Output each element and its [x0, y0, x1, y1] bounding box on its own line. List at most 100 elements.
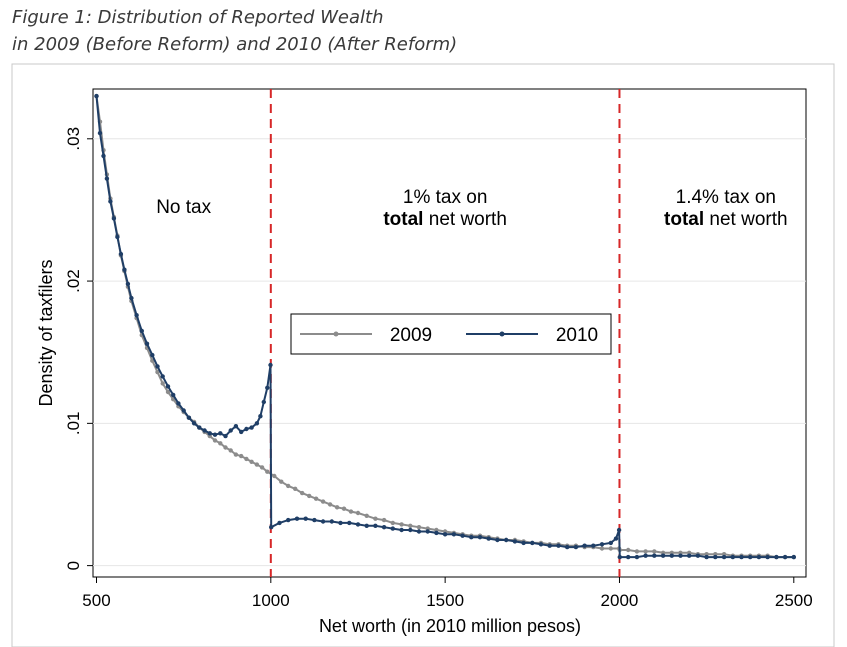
data-point: [212, 438, 218, 443]
data-point: [791, 554, 796, 560]
data-point: [300, 490, 305, 496]
data-point: [442, 532, 448, 537]
data-point: [249, 459, 254, 464]
annotation-text: total: [383, 209, 423, 230]
data-point: [643, 553, 648, 558]
data-point: [155, 369, 160, 375]
y-axis-label: Density of taxfilers: [36, 259, 56, 406]
data-point: [608, 540, 613, 546]
data-point: [634, 549, 640, 554]
legend-swatch-marker: [333, 331, 339, 337]
data-point: [538, 542, 544, 547]
data-point: [118, 251, 124, 257]
data-point: [212, 432, 218, 437]
data-point: [591, 543, 596, 548]
data-point: [101, 153, 106, 159]
data-point: [739, 554, 744, 560]
data-point: [521, 540, 526, 546]
data-point: [338, 520, 343, 526]
data-point: [313, 496, 319, 501]
data-point: [111, 216, 117, 221]
data-point: [94, 93, 99, 99]
data-point: [373, 523, 378, 528]
data-point: [678, 553, 683, 558]
data-point: [556, 543, 561, 548]
data-point: [293, 486, 298, 491]
data-point: [125, 281, 131, 287]
data-point: [669, 553, 674, 558]
data-point: [634, 554, 640, 560]
annotation-line: total net worth: [383, 209, 507, 230]
annotation-line: 1.4% tax on: [676, 187, 776, 208]
data-point: [748, 554, 753, 560]
data-point: [261, 399, 266, 405]
data-point: [265, 385, 270, 390]
data-point: [228, 428, 233, 433]
data-point: [660, 553, 666, 558]
figure-title: Figure 1: Distribution of Reported Wealt…: [12, 4, 457, 58]
data-point: [477, 535, 483, 540]
data-point: [279, 479, 284, 484]
data-point: [207, 431, 212, 436]
data-point: [364, 513, 369, 518]
data-point: [495, 537, 500, 543]
data-point: [218, 431, 223, 436]
data-point: [416, 529, 422, 534]
y-tick-label: 0: [64, 561, 83, 570]
data-point: [320, 519, 326, 524]
data-point: [181, 408, 186, 413]
data-point: [191, 421, 197, 426]
data-point: [348, 509, 354, 514]
data-point: [730, 554, 735, 560]
data-point: [294, 516, 300, 521]
data-point: [756, 554, 762, 560]
data-point: [695, 553, 701, 558]
data-point: [197, 425, 202, 430]
data-point: [434, 530, 439, 536]
data-point: [244, 456, 249, 462]
data-point: [327, 502, 333, 507]
figure-title-line-2: in 2009 (Before Reform) and 2010 (After …: [12, 34, 458, 55]
data-point: [223, 433, 228, 439]
data-point: [765, 554, 770, 560]
data-point: [355, 510, 361, 516]
x-tick-label: 1000: [252, 591, 290, 610]
x-tick-label: 2000: [601, 591, 639, 610]
data-point: [171, 392, 176, 398]
data-point: [258, 414, 263, 419]
data-point: [312, 517, 317, 523]
data-point: [504, 537, 509, 543]
data-point: [233, 424, 239, 429]
data-point: [233, 452, 239, 457]
data-point: [782, 554, 788, 560]
data-point: [390, 520, 395, 526]
data-point: [547, 543, 552, 548]
data-point: [530, 540, 535, 546]
annotation-line: total net worth: [664, 209, 788, 230]
data-point: [239, 429, 244, 435]
data-point: [626, 547, 631, 553]
data-point: [303, 516, 308, 521]
y-tick-label: .02: [64, 269, 83, 293]
x-axis-label: Net worth (in 2010 million pesos): [319, 616, 581, 636]
annotation-line: 1% tax on: [403, 187, 488, 208]
data-point: [265, 469, 270, 474]
data-point: [202, 428, 207, 433]
data-point: [460, 533, 465, 538]
data-point: [176, 401, 181, 406]
annotation-text: net worth: [704, 209, 787, 230]
data-point: [223, 445, 228, 450]
data-point: [599, 542, 605, 547]
data-point: [239, 453, 244, 459]
legend-entry-2009: 2009: [300, 325, 432, 346]
data-point: [616, 527, 622, 533]
data-point: [626, 554, 631, 560]
annotation-text: No tax: [156, 197, 211, 218]
annotation-text: 1.4% tax on: [676, 187, 776, 208]
data-point: [687, 553, 692, 558]
data-point: [347, 520, 352, 526]
data-point: [144, 341, 150, 346]
data-point: [104, 176, 110, 181]
annotation-text: 1% tax on: [403, 187, 488, 208]
